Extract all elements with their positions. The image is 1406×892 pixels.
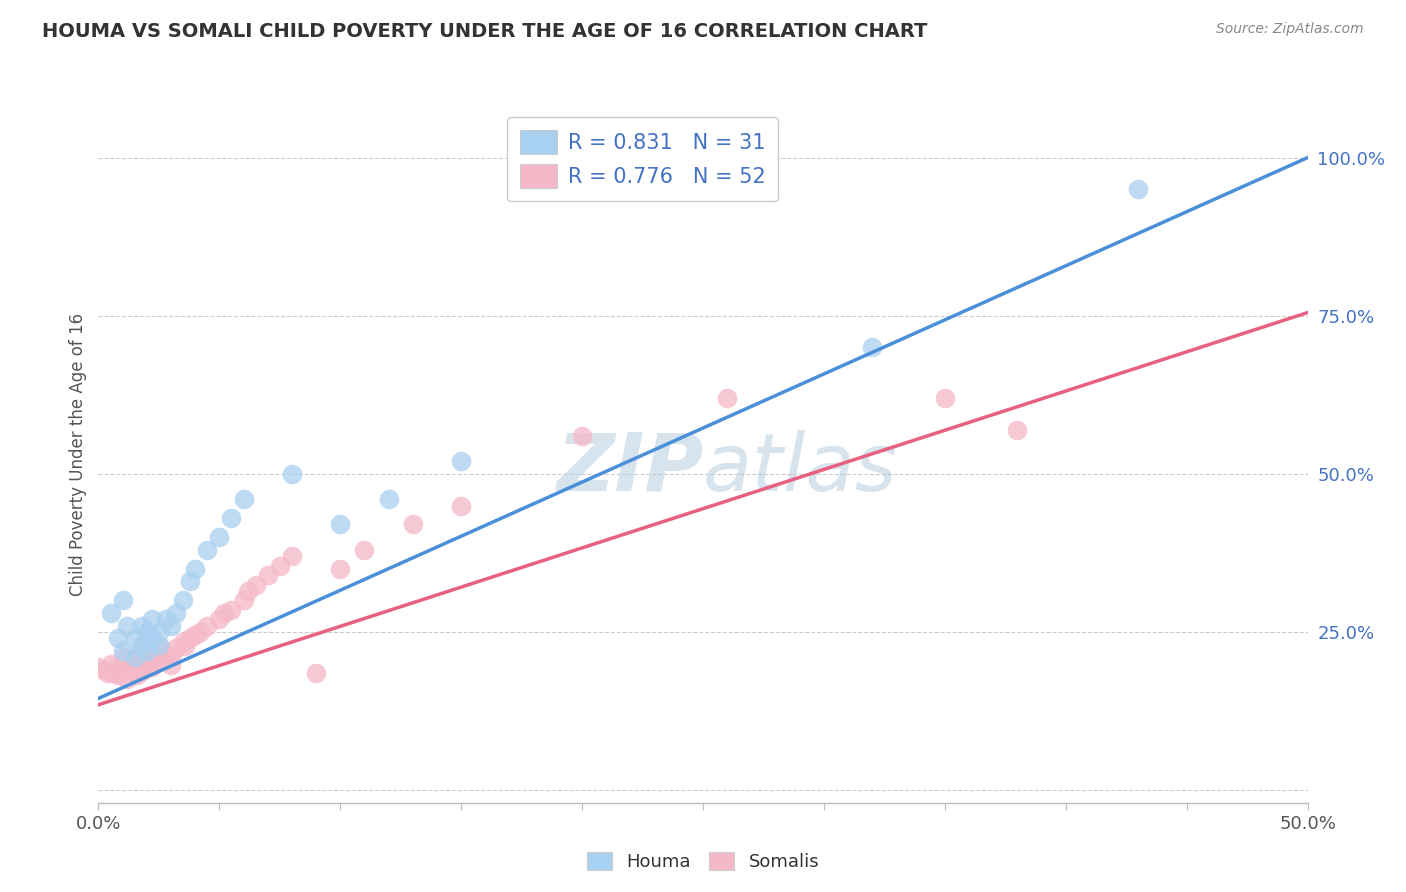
Point bbox=[127, 668, 149, 682]
Point bbox=[160, 657, 183, 672]
Point bbox=[111, 593, 134, 607]
Point bbox=[111, 644, 134, 658]
Point bbox=[107, 668, 129, 682]
Point bbox=[128, 657, 150, 671]
Point bbox=[104, 662, 127, 676]
Point bbox=[100, 606, 122, 620]
Point bbox=[160, 650, 183, 665]
Point bbox=[131, 665, 153, 679]
Point bbox=[101, 666, 124, 681]
Point bbox=[124, 653, 146, 667]
Point bbox=[135, 647, 157, 661]
Point bbox=[87, 660, 110, 674]
Point bbox=[179, 574, 201, 589]
Point bbox=[141, 612, 163, 626]
Point bbox=[174, 639, 197, 653]
Point bbox=[281, 467, 304, 481]
Point bbox=[117, 665, 139, 679]
Point bbox=[141, 632, 163, 646]
Point bbox=[148, 625, 170, 640]
Point bbox=[184, 628, 207, 642]
Point bbox=[141, 650, 163, 665]
Point bbox=[305, 666, 328, 681]
Point bbox=[111, 650, 134, 665]
Point bbox=[188, 625, 211, 640]
Point bbox=[165, 640, 187, 655]
Point bbox=[256, 568, 278, 582]
Text: atlas: atlas bbox=[703, 430, 898, 508]
Text: HOUMA VS SOMALI CHILD POVERTY UNDER THE AGE OF 16 CORRELATION CHART: HOUMA VS SOMALI CHILD POVERTY UNDER THE … bbox=[42, 22, 928, 41]
Point bbox=[97, 666, 120, 681]
Point bbox=[212, 606, 235, 620]
Legend: Houma, Somalis: Houma, Somalis bbox=[579, 846, 827, 879]
Point bbox=[145, 653, 167, 667]
Point bbox=[131, 638, 153, 652]
Point bbox=[402, 517, 425, 532]
Point bbox=[135, 657, 157, 671]
Point bbox=[208, 612, 231, 626]
Point bbox=[121, 660, 143, 674]
Point bbox=[107, 632, 129, 646]
Point bbox=[221, 603, 243, 617]
Point bbox=[245, 577, 267, 591]
Point bbox=[160, 618, 183, 632]
Point bbox=[232, 492, 254, 507]
Point bbox=[148, 647, 170, 661]
Point bbox=[1007, 423, 1029, 437]
Point bbox=[150, 640, 173, 655]
Point bbox=[269, 558, 291, 573]
Point bbox=[329, 562, 352, 576]
Point bbox=[100, 657, 122, 671]
Point bbox=[91, 663, 114, 677]
Point bbox=[571, 429, 593, 443]
Point bbox=[135, 644, 157, 658]
Legend: R = 0.831   N = 31, R = 0.776   N = 52: R = 0.831 N = 31, R = 0.776 N = 52 bbox=[508, 118, 778, 201]
Point bbox=[124, 650, 146, 665]
Point bbox=[172, 593, 194, 607]
Point bbox=[232, 593, 254, 607]
Point bbox=[221, 511, 243, 525]
Point bbox=[148, 638, 170, 652]
Point bbox=[155, 647, 177, 661]
Point bbox=[111, 660, 134, 674]
Point bbox=[131, 618, 153, 632]
Point bbox=[1128, 182, 1150, 196]
Point bbox=[329, 517, 352, 532]
Point bbox=[135, 625, 157, 640]
Point bbox=[377, 492, 399, 507]
Point bbox=[208, 530, 231, 544]
Point bbox=[195, 618, 218, 632]
Point bbox=[165, 606, 187, 620]
Text: Source: ZipAtlas.com: Source: ZipAtlas.com bbox=[1216, 22, 1364, 37]
Point bbox=[934, 391, 956, 405]
Point bbox=[281, 549, 304, 563]
Point bbox=[353, 542, 375, 557]
Point bbox=[155, 612, 177, 626]
Point bbox=[117, 673, 139, 687]
Point bbox=[716, 391, 738, 405]
Point bbox=[195, 542, 218, 557]
Point bbox=[184, 562, 207, 576]
Point bbox=[124, 632, 146, 646]
Point bbox=[238, 583, 260, 598]
Text: ZIP: ZIP bbox=[555, 430, 703, 508]
Point bbox=[179, 632, 201, 646]
Point bbox=[131, 647, 153, 661]
Point bbox=[860, 340, 883, 354]
Point bbox=[141, 660, 163, 674]
Point bbox=[117, 618, 139, 632]
Point bbox=[450, 454, 472, 468]
Point bbox=[450, 499, 472, 513]
Point bbox=[172, 634, 194, 648]
Y-axis label: Child Poverty Under the Age of 16: Child Poverty Under the Age of 16 bbox=[69, 313, 87, 597]
